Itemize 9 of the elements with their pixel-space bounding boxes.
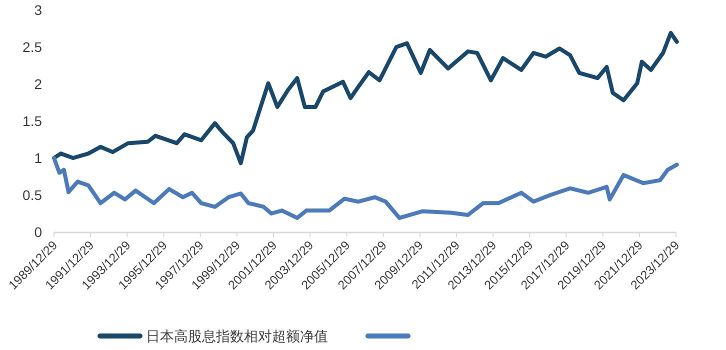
y-tick-label: 1.5 [22, 113, 42, 129]
legend-label: 日本高股息指数相对超额净值 [146, 328, 328, 344]
y-tick-label: 2.5 [22, 39, 42, 55]
y-tick-label: 1 [34, 150, 42, 166]
y-tick-label: 0 [34, 224, 42, 240]
y-tick-label: 3 [34, 2, 42, 18]
y-tick-label: 2 [34, 76, 42, 92]
y-tick-label: 0.5 [22, 187, 42, 203]
legend: 日本高股息指数相对超额净值 [98, 328, 410, 344]
